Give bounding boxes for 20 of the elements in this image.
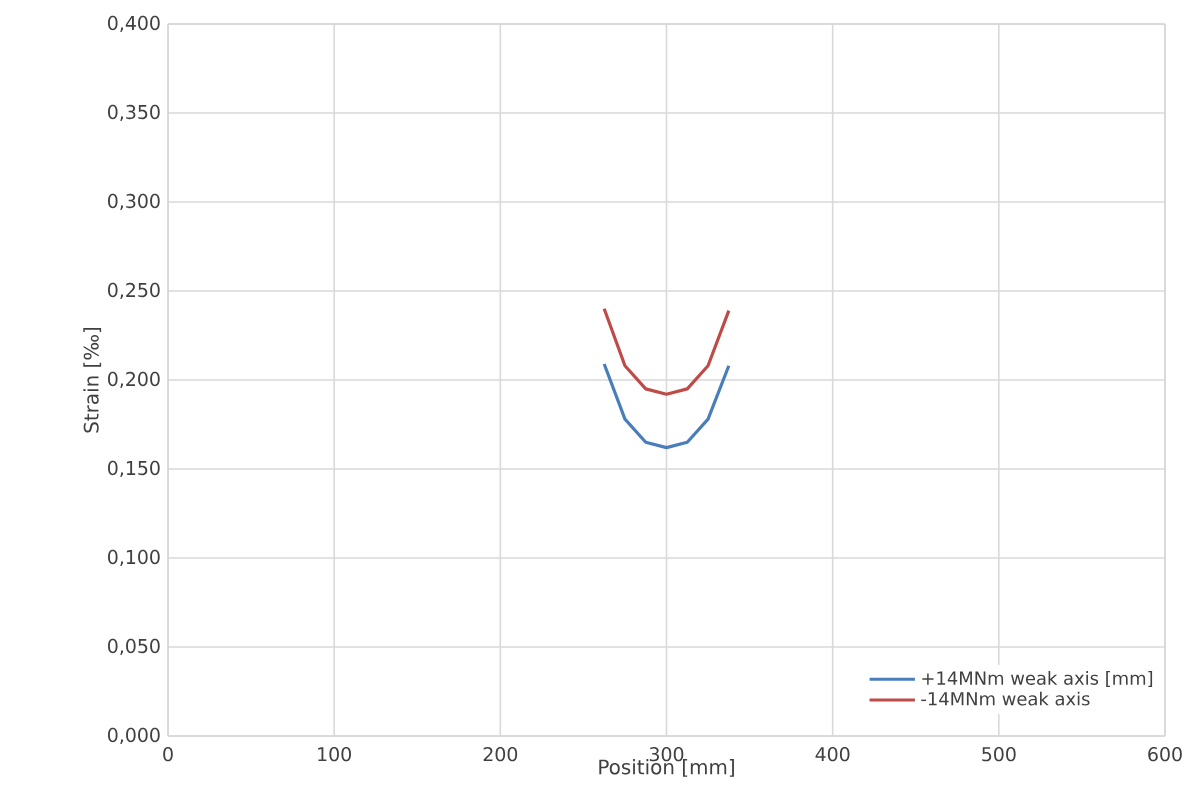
- x-tick-label: 100: [318, 747, 351, 762]
- y-tick-label: 0,100: [108, 549, 160, 567]
- x-tick-label: 400: [815, 747, 850, 762]
- y-tick-label: 0,250: [108, 282, 160, 300]
- y-tick-label: 0,400: [108, 15, 160, 33]
- x-tick-label: 500: [982, 747, 1016, 762]
- line-series: [602, 307, 731, 396]
- y-tick-label: 0,200: [108, 371, 160, 389]
- x-tick-label: 600: [1148, 747, 1182, 762]
- y-tick-label: 0,300: [108, 193, 160, 211]
- legend-label: +14MNm weak axis [mm]: [922, 671, 1153, 688]
- x-tick-label: 0: [163, 747, 173, 762]
- y-tick-label: 0,350: [108, 104, 160, 122]
- y-tick-label: 0,050: [108, 638, 160, 656]
- y-tick-label: 0,000: [108, 727, 160, 745]
- x-tick-label: 200: [483, 747, 518, 762]
- legend-label: -14MNm weak axis: [921, 691, 1090, 706]
- y-tick-label: 0,150: [108, 460, 160, 478]
- line-series: [602, 362, 731, 450]
- y-axis-title: Strain [‰]: [83, 327, 102, 433]
